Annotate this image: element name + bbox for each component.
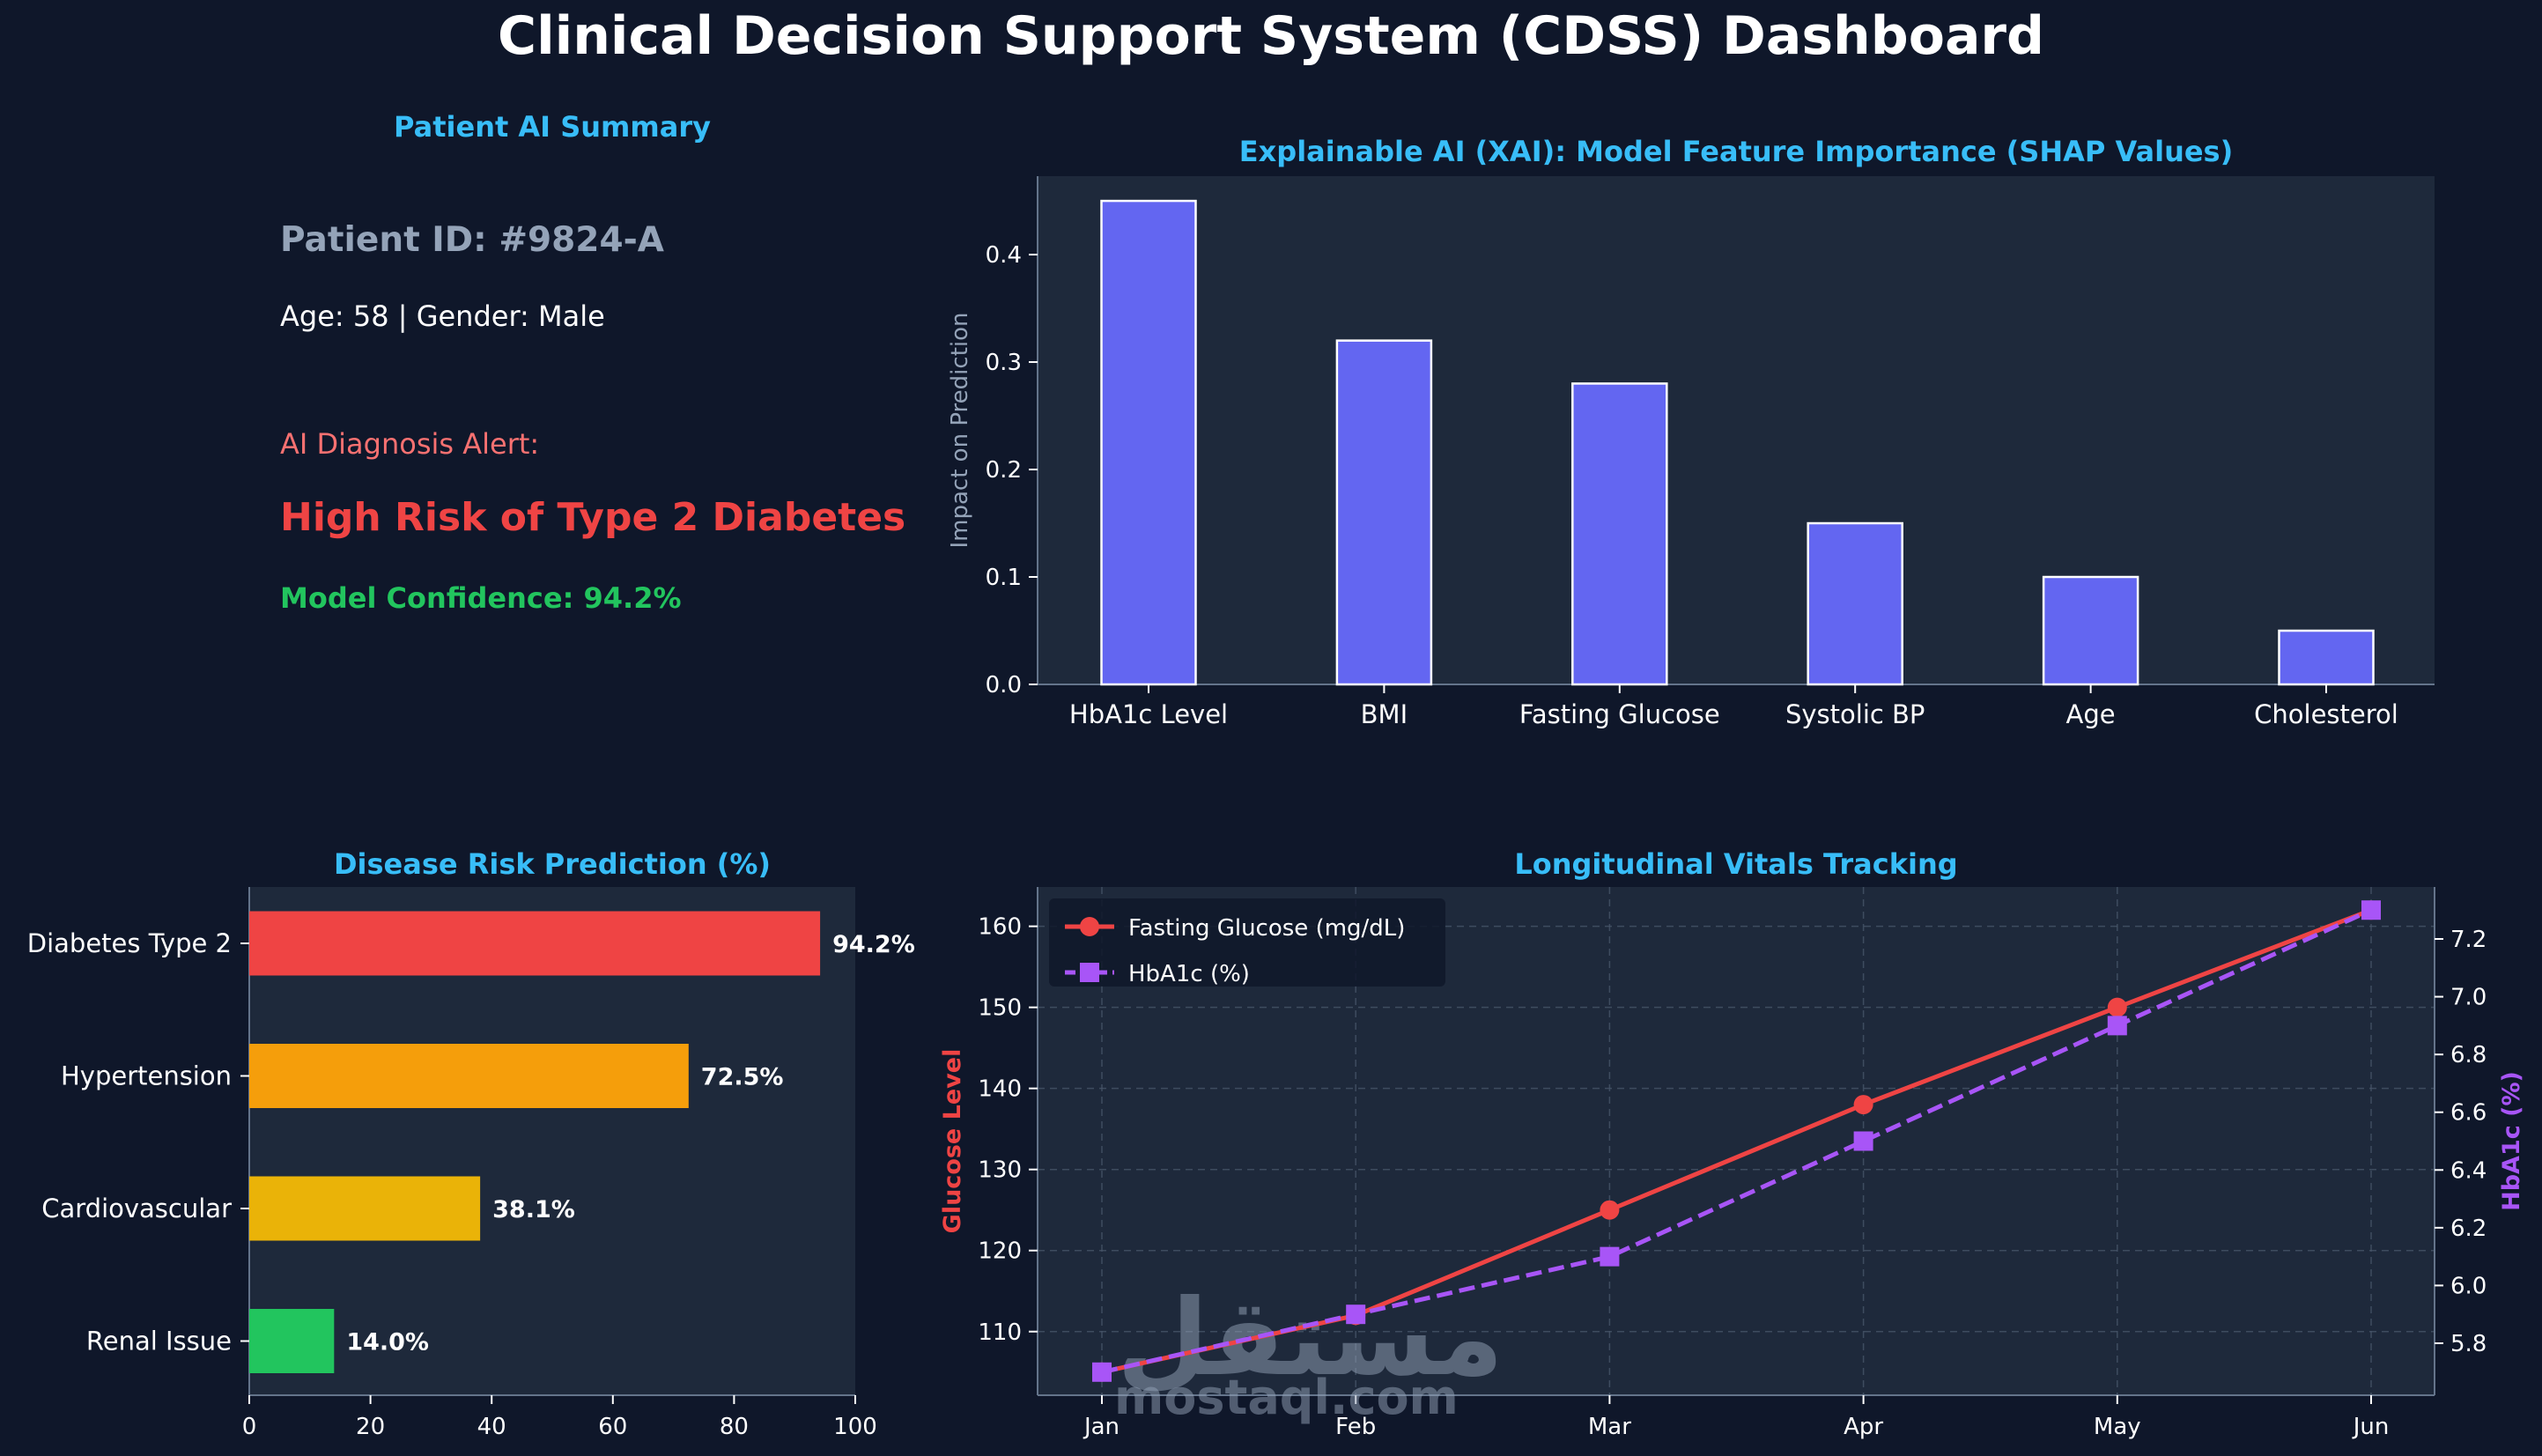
model-confidence: Model Confidence: 94.2% xyxy=(280,581,682,615)
legend-marker xyxy=(1080,917,1099,936)
vitals-series-line xyxy=(1101,907,2373,1375)
vitals-x-tick-label: Mar xyxy=(1588,1414,1631,1440)
shap-bar xyxy=(1335,339,1433,686)
watermark-text: mostaql.com xyxy=(1114,1370,1459,1425)
vitals-x-tick-label: May xyxy=(2094,1414,2141,1440)
shap-y-tick-label: 0.0 xyxy=(986,672,1022,698)
vitals-y2-tick-label: 7.0 xyxy=(2450,985,2487,1011)
shap-x-tick-label: HbA1c Level xyxy=(1069,699,1228,729)
risk-x-tick-label: 20 xyxy=(356,1414,385,1440)
risk-category-label: Cardiovascular xyxy=(41,1194,232,1223)
risk-x-tick-label: 80 xyxy=(720,1414,749,1440)
vitals-y2-tick-label: 6.0 xyxy=(2450,1273,2487,1299)
vitals-chart-title: Longitudinal Vitals Tracking xyxy=(1514,847,1957,881)
risk-bar xyxy=(249,1044,689,1108)
legend-marker xyxy=(1080,963,1099,982)
shap-chart-title: Explainable AI (XAI): Model Feature Impo… xyxy=(1239,135,2233,168)
risk-category-label: Renal Issue xyxy=(86,1327,232,1356)
vitals-point xyxy=(1853,1095,1873,1115)
risk-value-label: 38.1% xyxy=(492,1196,575,1223)
risk-value-label: 72.5% xyxy=(701,1064,784,1091)
diagnosis-alert-text: High Risk of Type 2 Diabetes xyxy=(280,495,906,540)
vitals-point xyxy=(2361,900,2381,920)
shap-x-tick-label: Fasting Glucose xyxy=(1519,699,1720,729)
risk-bar xyxy=(249,1309,335,1373)
vitals-y-label: Glucose Level xyxy=(939,1049,966,1234)
shap-bar xyxy=(1807,521,1903,686)
risk-value-label: 14.0% xyxy=(346,1329,429,1356)
risk-x-tick-label: 60 xyxy=(598,1414,627,1440)
risk-value-label: 94.2% xyxy=(832,931,915,958)
vitals-x-tick-label: Apr xyxy=(1844,1414,1883,1440)
shap-y-label: Impact on Prediction xyxy=(947,313,973,549)
vitals-point xyxy=(1600,1246,1620,1267)
shap-x-tick-label: Cholesterol xyxy=(2254,699,2398,729)
vitals-x-tick-label: Jan xyxy=(1083,1414,1120,1440)
risk-x-tick-label: 0 xyxy=(242,1414,257,1440)
shap-y-tick-label: 0.4 xyxy=(986,242,1022,269)
risk-category-label: Diabetes Type 2 xyxy=(27,928,232,958)
vitals-point xyxy=(1346,1304,1366,1325)
shap-y-tick-label: 0.3 xyxy=(986,350,1022,376)
vitals-x-tick-label: Jun xyxy=(2352,1414,2390,1440)
vitals-y-tick-label: 110 xyxy=(978,1319,1022,1346)
risk-bar xyxy=(249,1176,481,1241)
vitals-y-tick-label: 150 xyxy=(978,995,1022,1022)
page-title: Clinical Decision Support System (CDSS) … xyxy=(498,5,2044,67)
shap-x-tick-label: BMI xyxy=(1361,699,1408,729)
shap-bar xyxy=(2278,629,2375,686)
risk-bar xyxy=(249,911,821,976)
legend-label: HbA1c (%) xyxy=(1128,961,1250,987)
risk-chart-title: Disease Risk Prediction (%) xyxy=(334,847,771,881)
shap-x-tick-label: Systolic BP xyxy=(1785,699,1925,729)
vitals-y2-tick-label: 6.8 xyxy=(2450,1042,2487,1068)
vitals-point xyxy=(2107,1016,2127,1036)
diagnosis-alert-label: AI Diagnosis Alert: xyxy=(280,427,540,461)
shap-bar xyxy=(2042,575,2139,686)
vitals-y2-tick-label: 6.2 xyxy=(2450,1216,2487,1242)
vitals-y-tick-label: 160 xyxy=(978,914,1022,941)
vitals-point xyxy=(1600,1200,1620,1220)
vitals-point xyxy=(1853,1131,1873,1151)
patient-id: Patient ID: #9824-A xyxy=(280,220,664,260)
shap-y-tick-label: 0.2 xyxy=(986,457,1022,484)
vitals-y2-tick-label: 5.8 xyxy=(2450,1331,2487,1357)
vitals-y2-tick-label: 7.2 xyxy=(2450,927,2487,953)
legend-label: Fasting Glucose (mg/dL) xyxy=(1128,915,1405,942)
shap-plot-area xyxy=(1038,176,2435,684)
vitals-point xyxy=(2107,997,2127,1017)
vitals-y-tick-label: 120 xyxy=(978,1238,1022,1265)
patient-demographics: Age: 58 | Gender: Male xyxy=(280,299,605,333)
risk-x-tick-label: 100 xyxy=(833,1414,877,1440)
vitals-y2-tick-label: 6.4 xyxy=(2450,1157,2487,1184)
shap-y-tick-label: 0.1 xyxy=(986,565,1022,591)
shap-bar xyxy=(1100,199,1197,686)
summary-title: Patient AI Summary xyxy=(394,110,711,144)
vitals-legend-box xyxy=(1049,898,1445,987)
vitals-point xyxy=(1092,1362,1112,1382)
shap-x-tick-label: Age xyxy=(2066,699,2116,729)
vitals-y2-label: HbA1c (%) xyxy=(2498,1071,2525,1211)
risk-category-label: Hypertension xyxy=(61,1061,232,1091)
vitals-y-tick-label: 140 xyxy=(978,1076,1022,1103)
vitals-x-tick-label: Feb xyxy=(1335,1414,1376,1440)
vitals-y-tick-label: 130 xyxy=(978,1157,1022,1184)
risk-x-tick-label: 40 xyxy=(477,1414,506,1440)
vitals-y2-tick-label: 6.6 xyxy=(2450,1100,2487,1127)
shap-bar xyxy=(1571,382,1668,686)
